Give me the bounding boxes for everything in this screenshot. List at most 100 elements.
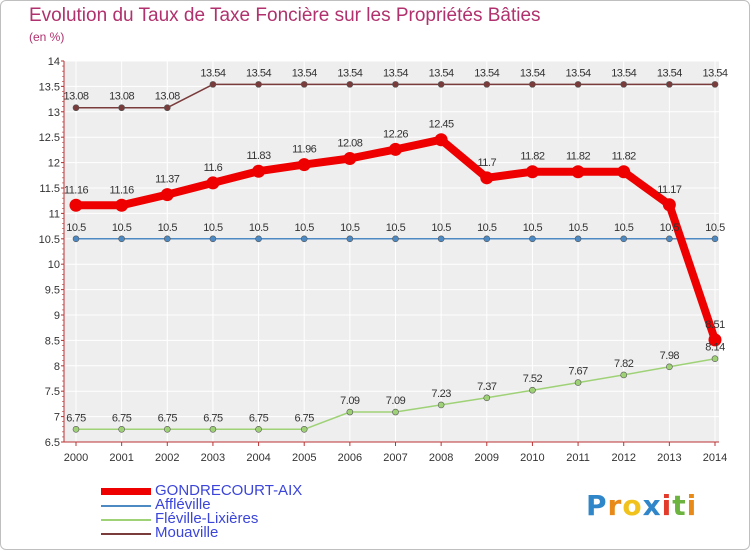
data-point [392, 81, 399, 88]
y-tick-label: 12 [48, 158, 60, 170]
data-label: 10.5 [660, 222, 680, 234]
data-label: 11.82 [566, 151, 591, 163]
data-point [617, 165, 631, 179]
legend-swatch [101, 519, 151, 521]
y-tick-label: 7.5 [45, 386, 60, 398]
data-point [529, 386, 536, 394]
data-label: 10.5 [295, 222, 315, 234]
data-label: 11.6 [204, 162, 223, 174]
data-point [437, 81, 445, 88]
x-tick-label: 2005 [292, 452, 316, 464]
data-label: 11.96 [292, 144, 317, 156]
data-label: 11.82 [612, 151, 637, 163]
x-tick-label: 2000 [64, 452, 88, 464]
data-point [389, 142, 402, 156]
data-point [209, 235, 217, 243]
y-tick-label: 9 [54, 310, 60, 322]
data-point [437, 401, 445, 409]
data-point [392, 235, 399, 243]
data-point [437, 235, 445, 243]
data-label: 11.37 [155, 174, 180, 186]
data-label: 10.5 [431, 222, 451, 234]
data-point [711, 235, 719, 243]
x-tick-label: 2009 [475, 452, 499, 464]
data-point [255, 81, 262, 88]
x-tick-label: 2003 [201, 452, 225, 464]
data-point [620, 235, 628, 243]
data-point [118, 235, 125, 243]
data-label: 10.5 [66, 222, 86, 234]
data-point [346, 408, 354, 416]
data-point [708, 333, 722, 347]
data-label: 13.54 [200, 67, 225, 79]
data-label: 11.16 [64, 184, 89, 196]
data-point [571, 165, 585, 179]
data-point [69, 198, 83, 212]
data-point [434, 133, 448, 147]
y-tick-label: 8 [54, 361, 60, 373]
data-point [574, 81, 582, 88]
data-label: 10.5 [705, 222, 725, 234]
data-point [529, 235, 536, 243]
x-tick-label: 2006 [338, 452, 362, 464]
data-label: 7.52 [523, 373, 543, 385]
data-point [72, 425, 80, 433]
x-tick-label: 2008 [429, 452, 453, 464]
data-point [666, 81, 673, 88]
logo-letter: x [642, 489, 662, 522]
data-label: 13.54 [520, 67, 545, 79]
legend-label: Fléville-Lixières [155, 510, 259, 527]
data-label: 6.75 [295, 412, 315, 424]
data-point [163, 235, 171, 243]
logo-letter: P [586, 489, 608, 522]
data-label: 13.08 [109, 91, 134, 103]
data-point [72, 104, 80, 112]
data-point [483, 394, 491, 402]
logo-letter: r [607, 489, 623, 522]
data-label: 10.5 [568, 222, 588, 234]
y-tick-label: 9.5 [45, 285, 60, 297]
data-point [483, 81, 491, 88]
y-tick-label: 11.5 [39, 183, 60, 195]
data-point [163, 425, 171, 433]
data-label: 7.67 [568, 366, 588, 378]
data-label: 10.5 [112, 222, 132, 234]
data-label: 13.54 [702, 67, 727, 79]
x-tick-label: 2004 [246, 452, 270, 464]
data-label: 11.82 [520, 151, 545, 163]
data-point [711, 81, 719, 88]
legend-swatch [101, 533, 151, 535]
data-point [255, 425, 262, 433]
data-label: 10.5 [203, 222, 223, 234]
data-point [297, 158, 311, 172]
data-label: 7.82 [614, 358, 634, 370]
y-tick-label: 13.5 [39, 81, 60, 93]
chart-title: Evolution du Taux de Taxe Foncière sur l… [29, 5, 541, 26]
data-point [620, 81, 628, 88]
data-point [209, 425, 217, 433]
legend-label: GONDRECOURT-AIX [155, 482, 303, 499]
data-label: 7.09 [340, 395, 360, 407]
y-tick-label: 6.5 [45, 437, 60, 449]
x-tick-label: 2011 [566, 452, 590, 464]
y-tick-label: 10 [48, 259, 60, 271]
data-point [346, 81, 354, 88]
data-label: 6.75 [66, 412, 86, 424]
data-label: 10.5 [340, 222, 360, 234]
x-tick-label: 2002 [155, 452, 179, 464]
data-point [118, 104, 125, 112]
data-point [711, 355, 719, 362]
data-label: 10.5 [249, 222, 269, 234]
data-label: 6.75 [203, 412, 223, 424]
data-point [300, 425, 308, 433]
data-label: 13.54 [611, 67, 636, 79]
data-label: 13.54 [383, 67, 408, 79]
data-label: 10.5 [158, 222, 178, 234]
x-tick-label: 2012 [611, 452, 635, 464]
data-label: 12.26 [383, 128, 408, 140]
legend-swatch [101, 505, 151, 507]
data-point [574, 235, 582, 243]
data-point [392, 408, 399, 416]
